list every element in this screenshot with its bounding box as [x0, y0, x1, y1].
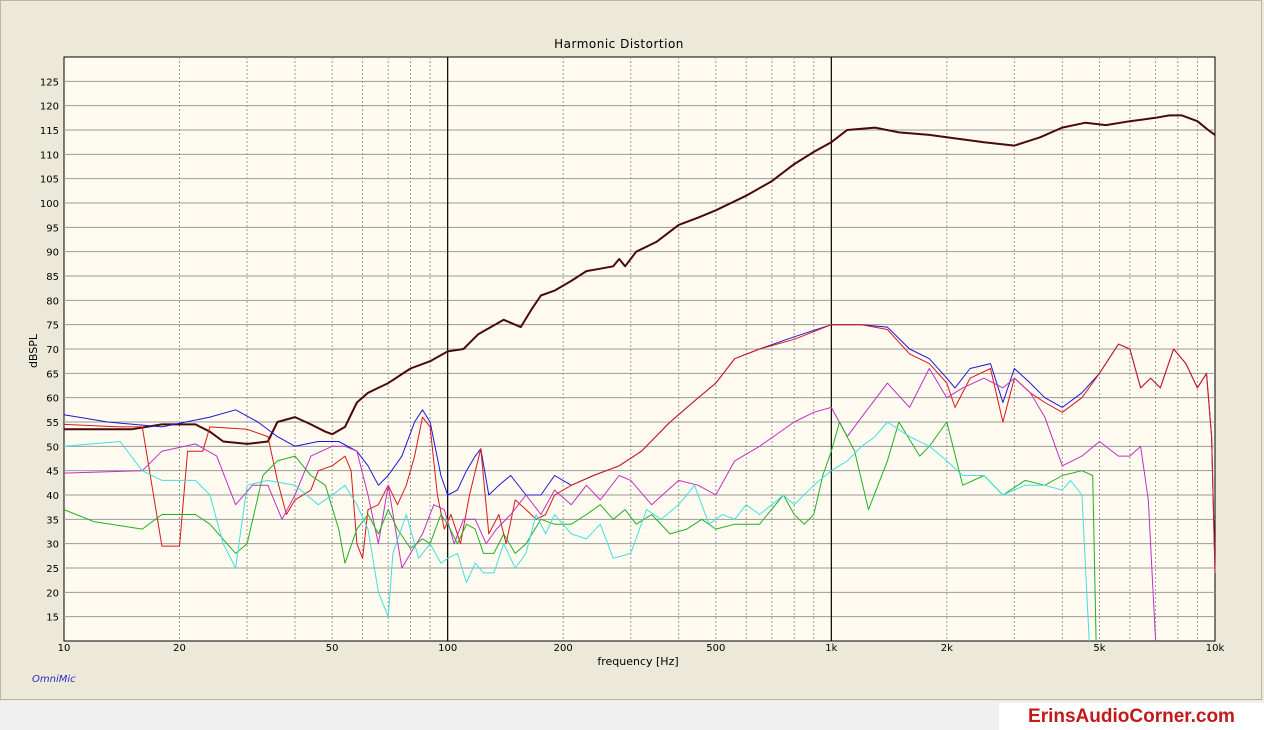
x-tick-labels: 10 20 50 100 200 500 1k 2k 5k 10k [58, 643, 1225, 654]
y-tick-label: 50 [46, 442, 59, 453]
x-tick-label: 5k [1093, 643, 1105, 654]
x-tick-label: 50 [326, 643, 339, 654]
y-tick-label: 60 [46, 394, 59, 405]
y-tick-label: 80 [46, 296, 59, 307]
series-line-1 [64, 114, 1216, 445]
y-tick-label: 35 [46, 515, 59, 526]
harmonic-distortion-chart: 1520253035404550556065707580859095100105… [27, 37, 1225, 668]
x-tick-label: 2k [941, 643, 953, 654]
y-tick-label: 30 [46, 540, 59, 551]
y-tick-label: 115 [40, 126, 59, 137]
y-tick-label: 110 [40, 150, 59, 161]
x-tick-label: 100 [438, 643, 457, 654]
y-tick-label: 40 [46, 491, 59, 502]
x-tick-label: 500 [706, 643, 725, 654]
x-tick-label: 200 [554, 643, 573, 654]
series-line-4 [63, 368, 1157, 642]
y-axis-label: dBSPL [27, 333, 40, 368]
grid-lines [64, 57, 1215, 641]
series-line-3 [63, 324, 1216, 573]
y-tick-label: 90 [46, 248, 59, 259]
chart-window: 15 20 25 30 35 40 45 50 55 60 65 70 75 80 85 90 95 100 105… [0, 0, 1262, 700]
y-tick-label: 120 [40, 102, 59, 113]
y-tick-label: 70 [46, 345, 59, 356]
omnimic-brand: OmniMic [32, 674, 76, 685]
x-tick-label: 10k [1206, 643, 1225, 654]
y-tick-label: 85 [46, 272, 59, 283]
x-tick-label: 20 [173, 643, 186, 654]
site-badge[interactable]: ErinsAudioCorner.com [999, 703, 1264, 730]
y-tick-label: 45 [46, 467, 59, 478]
y-tick-label: 105 [40, 175, 59, 186]
y-tick-label: 100 [40, 199, 59, 210]
x-axis-label: frequency [Hz] [597, 655, 678, 668]
y-tick-label: 20 [46, 588, 59, 599]
y-tick-label: 75 [46, 321, 59, 332]
series-line-6 [63, 421, 1090, 642]
y-tick-label: 125 [40, 77, 59, 88]
y-tick-labels: 15 20 25 30 35 40 45 50 55 60 65 70 75 80 85 90 95 100 105… [40, 77, 59, 623]
x-tick-label: 10 [58, 643, 71, 654]
y-tick-label: 95 [46, 223, 59, 234]
y-tick-label: 25 [46, 564, 59, 575]
y-tick-label: 65 [46, 369, 59, 380]
x-tick-label: 1k [825, 643, 837, 654]
y-tick-label: 15 [46, 613, 59, 624]
site-badge-text: ErinsAudioCorner.com [1028, 705, 1235, 727]
series-line-5 [63, 421, 1097, 642]
series-group [63, 114, 1216, 642]
y-tick-label: 55 [46, 418, 59, 429]
chart-title: Harmonic Distortion [554, 37, 684, 51]
